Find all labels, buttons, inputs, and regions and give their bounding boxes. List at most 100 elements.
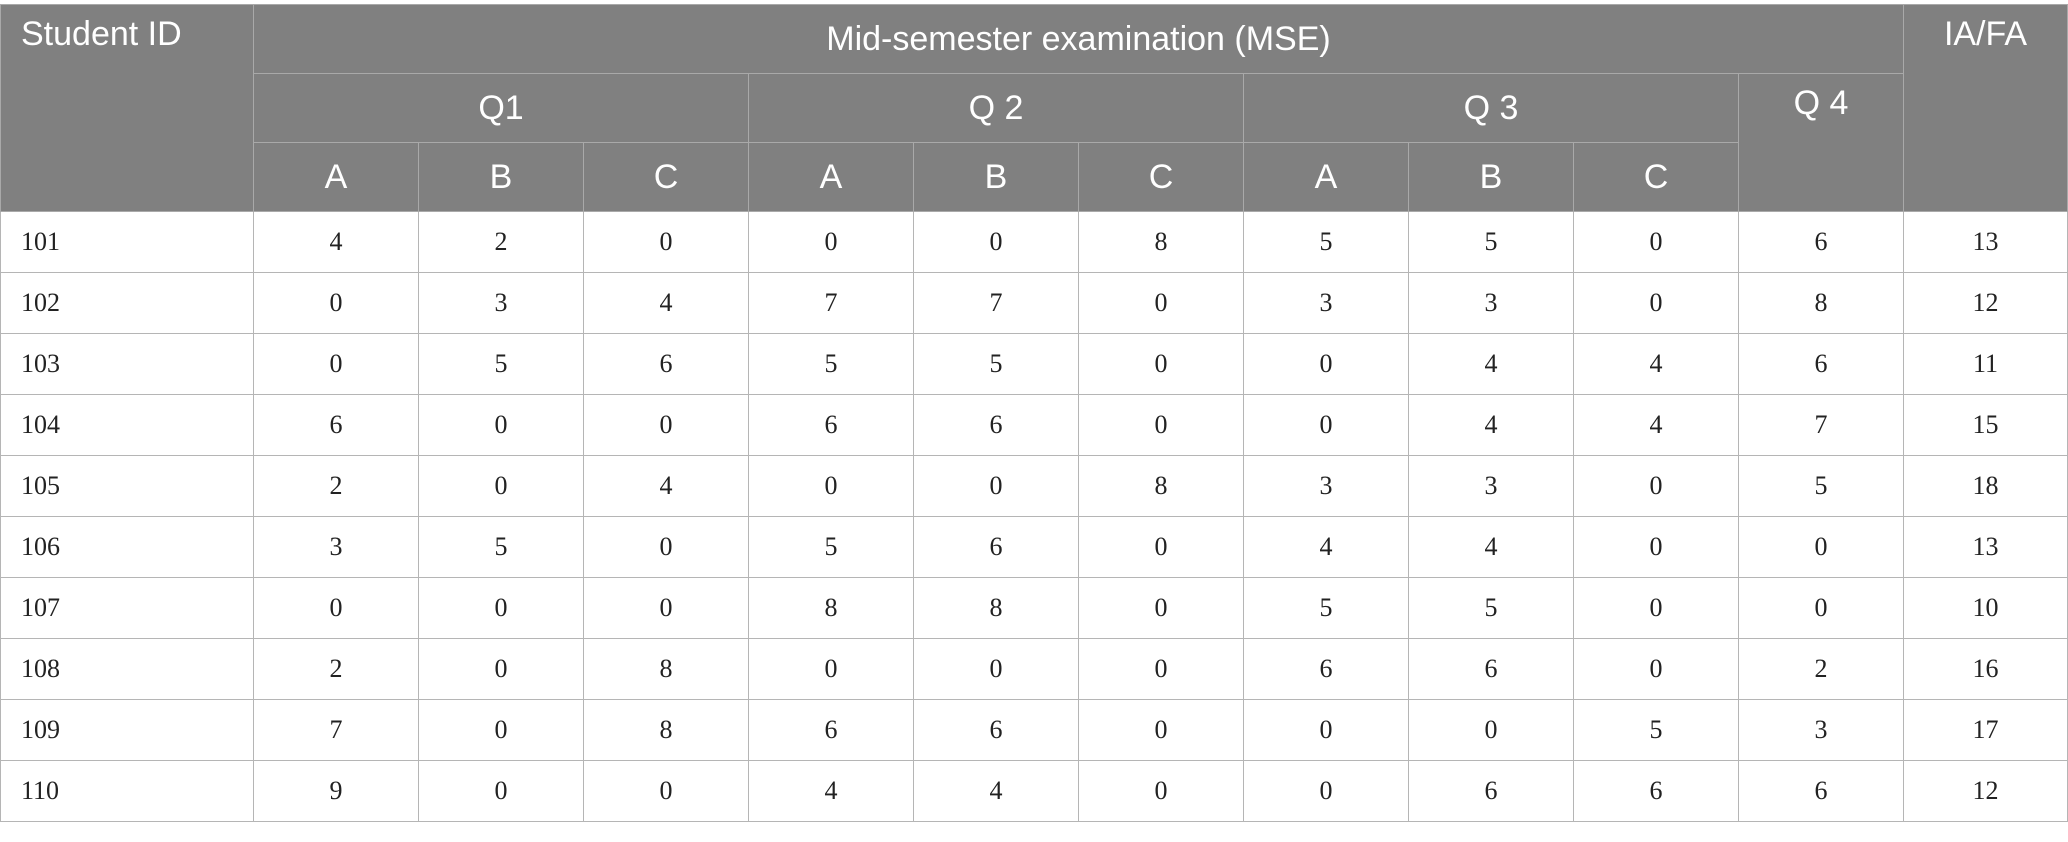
score-cell-q3-c: 0 (1573, 211, 1739, 273)
score-cell-q3-a: 0 (1243, 394, 1409, 456)
student-id-header: Student ID (0, 4, 254, 212)
score-cell-ia-fa: 11 (1903, 333, 2068, 395)
score-cell-q1-c: 0 (583, 760, 749, 822)
score-cell-q2-b: 0 (913, 638, 1079, 700)
score-cell-q1-a: 0 (253, 272, 419, 334)
table-row: 102 0 3 4 7 7 0 3 3 0 8 12 (0, 272, 2068, 334)
score-cell-q3-b: 5 (1408, 577, 1574, 639)
score-cell-q1-c: 0 (583, 394, 749, 456)
q2-part-c-header: C (1078, 142, 1244, 212)
score-cell-q3-c: 0 (1573, 638, 1739, 700)
q1-header: Q1 (253, 73, 749, 143)
score-cell-q1-c: 0 (583, 516, 749, 578)
score-cell-q2-b: 0 (913, 211, 1079, 273)
table-body: 101 4 2 0 0 0 8 5 5 0 6 13 102 0 3 4 7 7 0 3 3 0 8 12 103 0 5 6 5 5 0 0… (0, 211, 2068, 822)
score-cell-q3-a: 5 (1243, 577, 1409, 639)
score-cell-q2-a: 0 (748, 638, 914, 700)
score-cell-q3-a: 6 (1243, 638, 1409, 700)
score-cell-q4: 0 (1737, 577, 1905, 639)
student-id-cell: 110 (0, 760, 254, 822)
table-header: Student ID Mid-semester examination (MSE… (0, 4, 2068, 212)
score-cell-ia-fa: 15 (1903, 394, 2068, 456)
score-cell-q1-b: 0 (418, 394, 584, 456)
q4-header: Q 4 (1737, 73, 1905, 212)
score-cell-q2-c: 0 (1078, 760, 1244, 822)
score-cell-q3-c: 0 (1573, 577, 1739, 639)
table-container: Student ID Mid-semester examination (MSE… (0, 4, 2068, 822)
score-cell-q4: 5 (1737, 455, 1905, 517)
score-cell-q3-b: 6 (1408, 760, 1574, 822)
score-cell-q1-b: 0 (418, 760, 584, 822)
table-row: 105 2 0 4 0 0 8 3 3 0 5 18 (0, 455, 2068, 517)
score-cell-q2-b: 7 (913, 272, 1079, 334)
score-cell-q4: 2 (1737, 638, 1905, 700)
q2-part-b-header: B (913, 142, 1079, 212)
table-row: 108 2 0 8 0 0 0 6 6 0 2 16 (0, 638, 2068, 700)
score-cell-q1-b: 0 (418, 577, 584, 639)
score-cell-q2-b: 0 (913, 455, 1079, 517)
score-cell-q3-a: 0 (1243, 760, 1409, 822)
score-cell-ia-fa: 13 (1903, 516, 2068, 578)
student-id-cell: 102 (0, 272, 254, 334)
score-cell-q3-a: 0 (1243, 333, 1409, 395)
score-cell-ia-fa: 12 (1903, 760, 2068, 822)
score-cell-q4: 3 (1737, 699, 1905, 761)
score-cell-q2-a: 8 (748, 577, 914, 639)
q3-part-c-header: C (1573, 142, 1739, 212)
score-cell-q2-c: 0 (1078, 516, 1244, 578)
q1-part-b-header: B (418, 142, 584, 212)
score-cell-q1-b: 0 (418, 638, 584, 700)
score-cell-q2-b: 6 (913, 394, 1079, 456)
student-id-cell: 103 (0, 333, 254, 395)
table-row: 109 7 0 8 6 6 0 0 0 5 3 17 (0, 699, 2068, 761)
score-cell-q3-b: 4 (1408, 333, 1574, 395)
table-row: 103 0 5 6 5 5 0 0 4 4 6 11 (0, 333, 2068, 395)
score-cell-q2-c: 0 (1078, 333, 1244, 395)
score-cell-q3-c: 5 (1573, 699, 1739, 761)
score-cell-q1-c: 0 (583, 211, 749, 273)
score-cell-q4: 6 (1737, 333, 1905, 395)
score-cell-q3-b: 6 (1408, 638, 1574, 700)
score-cell-q2-b: 6 (913, 516, 1079, 578)
score-cell-q1-b: 5 (418, 516, 584, 578)
table-row: 110 9 0 0 4 4 0 0 6 6 6 12 (0, 760, 2068, 822)
score-cell-q3-b: 5 (1408, 211, 1574, 273)
student-id-cell: 101 (0, 211, 254, 273)
score-cell-ia-fa: 18 (1903, 455, 2068, 517)
score-cell-q1-c: 4 (583, 272, 749, 334)
score-cell-q2-a: 6 (748, 699, 914, 761)
score-cell-q2-a: 4 (748, 760, 914, 822)
score-cell-q3-b: 0 (1408, 699, 1574, 761)
score-cell-q3-b: 4 (1408, 394, 1574, 456)
score-cell-q2-b: 8 (913, 577, 1079, 639)
score-cell-q2-c: 0 (1078, 699, 1244, 761)
score-cell-q2-c: 0 (1078, 272, 1244, 334)
score-cell-q2-c: 0 (1078, 394, 1244, 456)
q1-part-c-header: C (583, 142, 749, 212)
score-cell-q1-a: 2 (253, 638, 419, 700)
score-cell-q1-a: 9 (253, 760, 419, 822)
q3-part-a-header: A (1243, 142, 1409, 212)
student-id-cell: 107 (0, 577, 254, 639)
score-cell-q4: 7 (1737, 394, 1905, 456)
score-cell-q1-c: 8 (583, 699, 749, 761)
score-cell-q1-c: 4 (583, 455, 749, 517)
score-cell-q1-c: 0 (583, 577, 749, 639)
q2-header: Q 2 (748, 73, 1244, 143)
score-cell-q1-c: 8 (583, 638, 749, 700)
score-cell-q2-c: 0 (1078, 638, 1244, 700)
score-cell-q3-b: 3 (1408, 455, 1574, 517)
mse-header: Mid-semester examination (MSE) (252, 4, 1905, 74)
table-row: 101 4 2 0 0 0 8 5 5 0 6 13 (0, 211, 2068, 273)
student-id-cell: 109 (0, 699, 254, 761)
score-cell-q3-a: 5 (1243, 211, 1409, 273)
score-cell-q2-b: 6 (913, 699, 1079, 761)
q3-part-b-header: B (1408, 142, 1574, 212)
score-cell-q3-b: 3 (1408, 272, 1574, 334)
score-cell-q2-a: 5 (748, 516, 914, 578)
score-cell-q1-b: 2 (418, 211, 584, 273)
score-cell-q4: 6 (1737, 760, 1905, 822)
student-id-cell: 104 (0, 394, 254, 456)
scores-table: Student ID Mid-semester examination (MSE… (0, 4, 2068, 822)
q2-part-a-header: A (748, 142, 914, 212)
